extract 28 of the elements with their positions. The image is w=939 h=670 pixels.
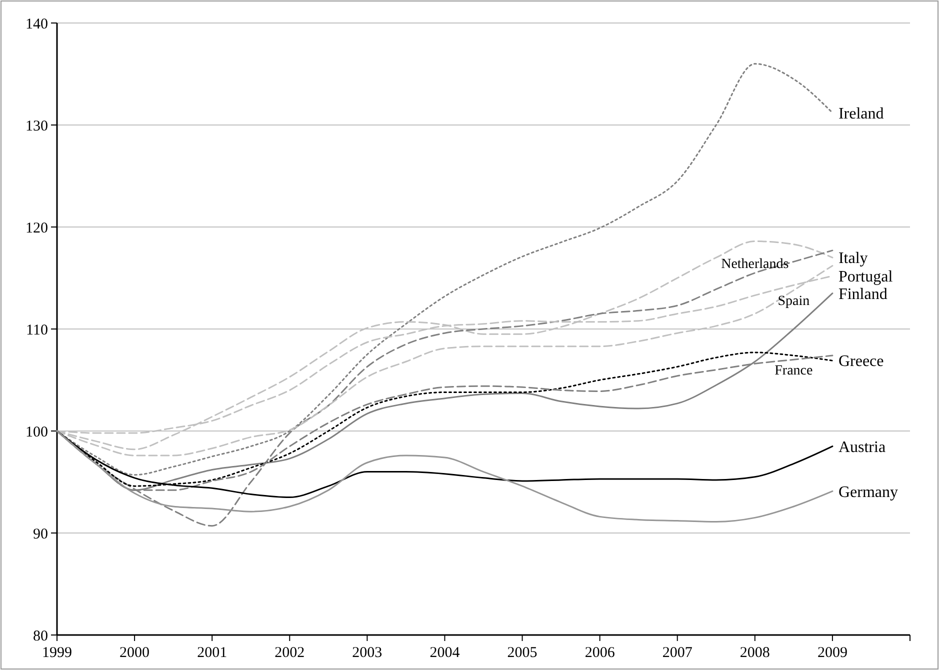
x-tick-label: 2001 (197, 645, 228, 661)
x-tick-label: 2009 (817, 645, 848, 661)
y-tick-label: 80 (33, 628, 48, 644)
x-tick-label: 2008 (740, 645, 770, 661)
x-tick-label: 2007 (662, 645, 693, 661)
x-tick-label: 2005 (507, 645, 538, 661)
series-label: Greece (838, 353, 884, 370)
x-tick-label: 2006 (584, 645, 616, 661)
x-tick-label: 2003 (352, 645, 382, 661)
series-label: France (774, 364, 813, 378)
y-tick-label: 100 (26, 424, 48, 440)
y-tick-label: 130 (26, 118, 48, 134)
x-tick-label: 2000 (120, 645, 150, 661)
y-tick-label: 110 (26, 322, 48, 338)
series-label: Austria (838, 438, 886, 456)
series-label: Finland (838, 286, 888, 303)
y-tick-label: 120 (26, 220, 48, 236)
x-tick-label: 2002 (274, 645, 305, 661)
series-label: Italy (838, 250, 868, 268)
series-label: Germany (838, 484, 898, 501)
series-label: Spain (778, 294, 810, 310)
x-tick-label: 1999 (42, 645, 72, 661)
series-label: Portugal (838, 268, 894, 286)
series-label: Ireland (838, 105, 884, 122)
series-label: Netherlands (721, 256, 789, 272)
y-tick-label: 140 (26, 16, 48, 32)
x-tick-label: 2004 (430, 645, 460, 661)
y-tick-label: 90 (33, 526, 48, 542)
